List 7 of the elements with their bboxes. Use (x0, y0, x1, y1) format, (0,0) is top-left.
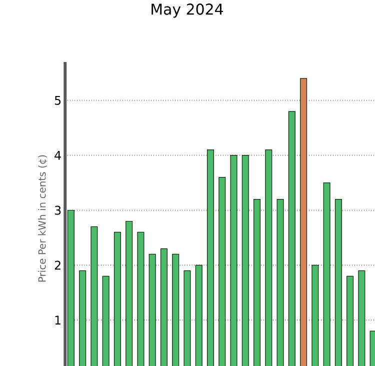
y-tick-label: 4 (54, 150, 61, 160)
y-tick-label: 2 (54, 260, 60, 270)
chart-title: May 2024 (152, 4, 223, 18)
y-tick-label: 5 (54, 96, 61, 105)
y-tick-label: 1 (55, 316, 60, 324)
y-tick-label: 3 (54, 206, 61, 215)
y-axis-title: Price Per kWh in cents (¢) (38, 155, 48, 282)
